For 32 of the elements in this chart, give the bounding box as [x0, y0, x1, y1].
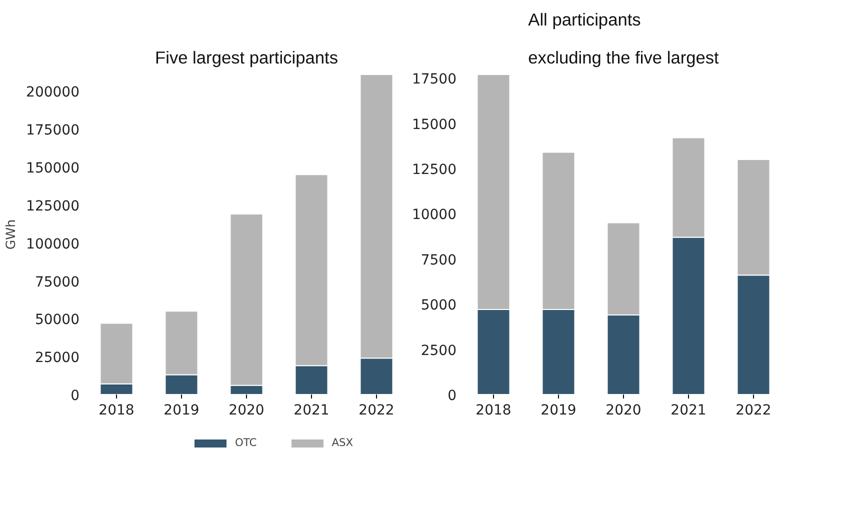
x-tick-label: 2021	[294, 402, 330, 418]
x-tick-label: 2018	[98, 402, 134, 418]
legend-label: OTC	[235, 436, 257, 449]
y-tick-label: 175000	[26, 122, 80, 139]
chart-title: All participants excluding the five largest	[528, 10, 720, 68]
x-tick-label: 2019	[540, 402, 576, 418]
x-tick-label: 2021	[670, 402, 706, 418]
x-tick-label: 2020	[606, 402, 642, 418]
y-tick-label: 12500	[412, 162, 457, 178]
y-tick-label: 125000	[26, 198, 80, 214]
y-tick-label: 15000	[412, 116, 457, 133]
y-axis-title: GWh	[3, 219, 18, 250]
chart-title: Five largest participants	[155, 48, 338, 68]
y-tick-label: 75000	[34, 274, 80, 290]
x-tick-label: 2022	[358, 402, 394, 418]
y-tick-label: 0	[448, 388, 457, 404]
y-tick-label: 10000	[412, 207, 457, 224]
y-tick-label: 200000	[26, 84, 80, 101]
x-tick-label: 2019	[164, 402, 200, 418]
x-tick-label: 2018	[476, 402, 512, 418]
y-tick-label: 17500	[412, 72, 457, 88]
y-tick-label: 5000	[420, 298, 457, 314]
y-tick-label: 150000	[26, 160, 80, 177]
legend-label: ASX	[332, 436, 354, 449]
y-tick-label: 0	[70, 388, 80, 404]
y-tick-label: 2500	[420, 342, 457, 359]
y-tick-label: 50000	[34, 312, 80, 328]
x-tick-label: 2020	[228, 402, 264, 418]
x-tick-label: 2022	[736, 402, 772, 418]
y-tick-label: 100000	[26, 236, 80, 252]
y-tick-label: 7500	[420, 252, 457, 268]
y-tick-label: 25000	[34, 350, 80, 366]
